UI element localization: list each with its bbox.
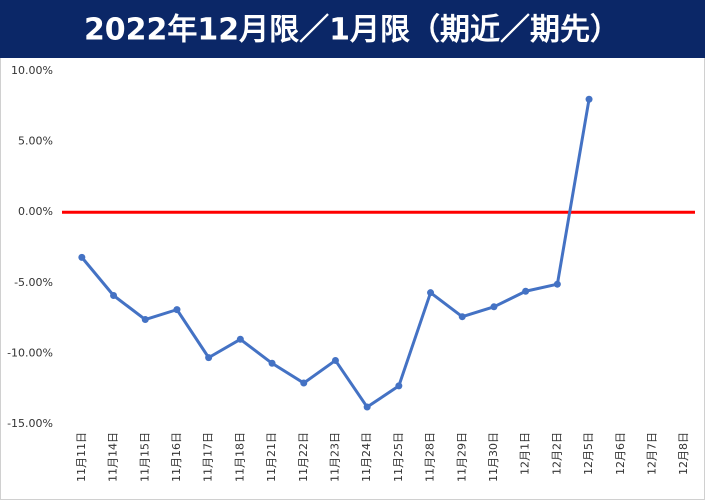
title-banner — [0, 0, 705, 58]
chart-title: 2022年12月限／1月限（期近／期先） — [84, 13, 620, 48]
x-tick-label: 12月8日 — [677, 432, 690, 475]
point — [490, 303, 498, 311]
x-tick-label: 12月5日 — [582, 432, 595, 475]
x-tick-label: 11月30日 — [487, 432, 500, 482]
x-tick-label: 12月2日 — [550, 432, 563, 475]
point — [205, 354, 213, 362]
x-tick-label: 11月29日 — [455, 432, 468, 482]
x-tick-label: 12月6日 — [614, 432, 627, 475]
point — [395, 382, 403, 390]
x-tick-label: 12月7日 — [645, 432, 658, 475]
point — [331, 356, 339, 364]
x-tick-label: 11月24日 — [360, 432, 373, 482]
point — [522, 287, 530, 295]
x-tick-label: 11月25日 — [392, 432, 405, 482]
point — [458, 313, 466, 321]
x-tick-label: 11月22日 — [297, 432, 310, 482]
x-tick-label: 12月1日 — [519, 432, 532, 475]
x-tick-label: 11月28日 — [424, 432, 437, 482]
y-tick-label: 0.00% — [18, 205, 53, 218]
point — [300, 379, 308, 387]
point — [78, 253, 86, 261]
point — [268, 359, 276, 367]
point — [110, 292, 118, 300]
x-tick-label: 11月23日 — [328, 432, 341, 482]
x-tick-label: 11月14日 — [107, 432, 120, 482]
y-tick-label: -5.00% — [14, 276, 53, 289]
y-tick-label: -15.00% — [7, 417, 53, 430]
x-tick-label: 11月11日 — [75, 432, 88, 482]
x-tick-label: 11月17日 — [202, 432, 215, 482]
y-tick-label: -10.00% — [7, 346, 53, 359]
point — [141, 316, 149, 324]
x-tick-label: 11月21日 — [265, 432, 278, 482]
x-tick-label: 11月18日 — [233, 432, 246, 482]
point — [173, 306, 181, 314]
point — [585, 95, 593, 103]
point — [363, 403, 371, 411]
point — [553, 280, 561, 288]
x-tick-label: 11月15日 — [138, 432, 151, 482]
y-tick-label: 5.00% — [18, 135, 53, 148]
point — [427, 289, 435, 297]
y-tick-label: 10.00% — [11, 64, 53, 77]
x-tick-label: 11月16日 — [170, 432, 183, 482]
point — [236, 335, 244, 343]
